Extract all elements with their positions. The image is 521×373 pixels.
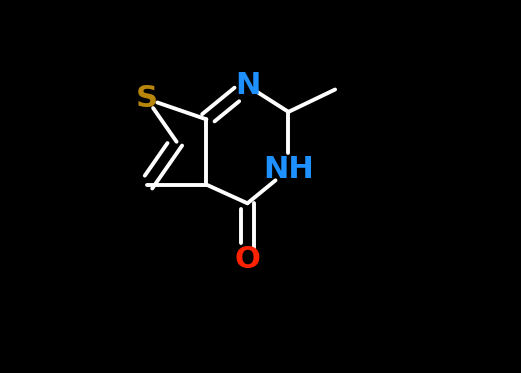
Text: NH: NH xyxy=(263,155,314,184)
Text: O: O xyxy=(234,245,260,274)
Text: N: N xyxy=(235,71,260,100)
Text: S: S xyxy=(136,84,158,113)
